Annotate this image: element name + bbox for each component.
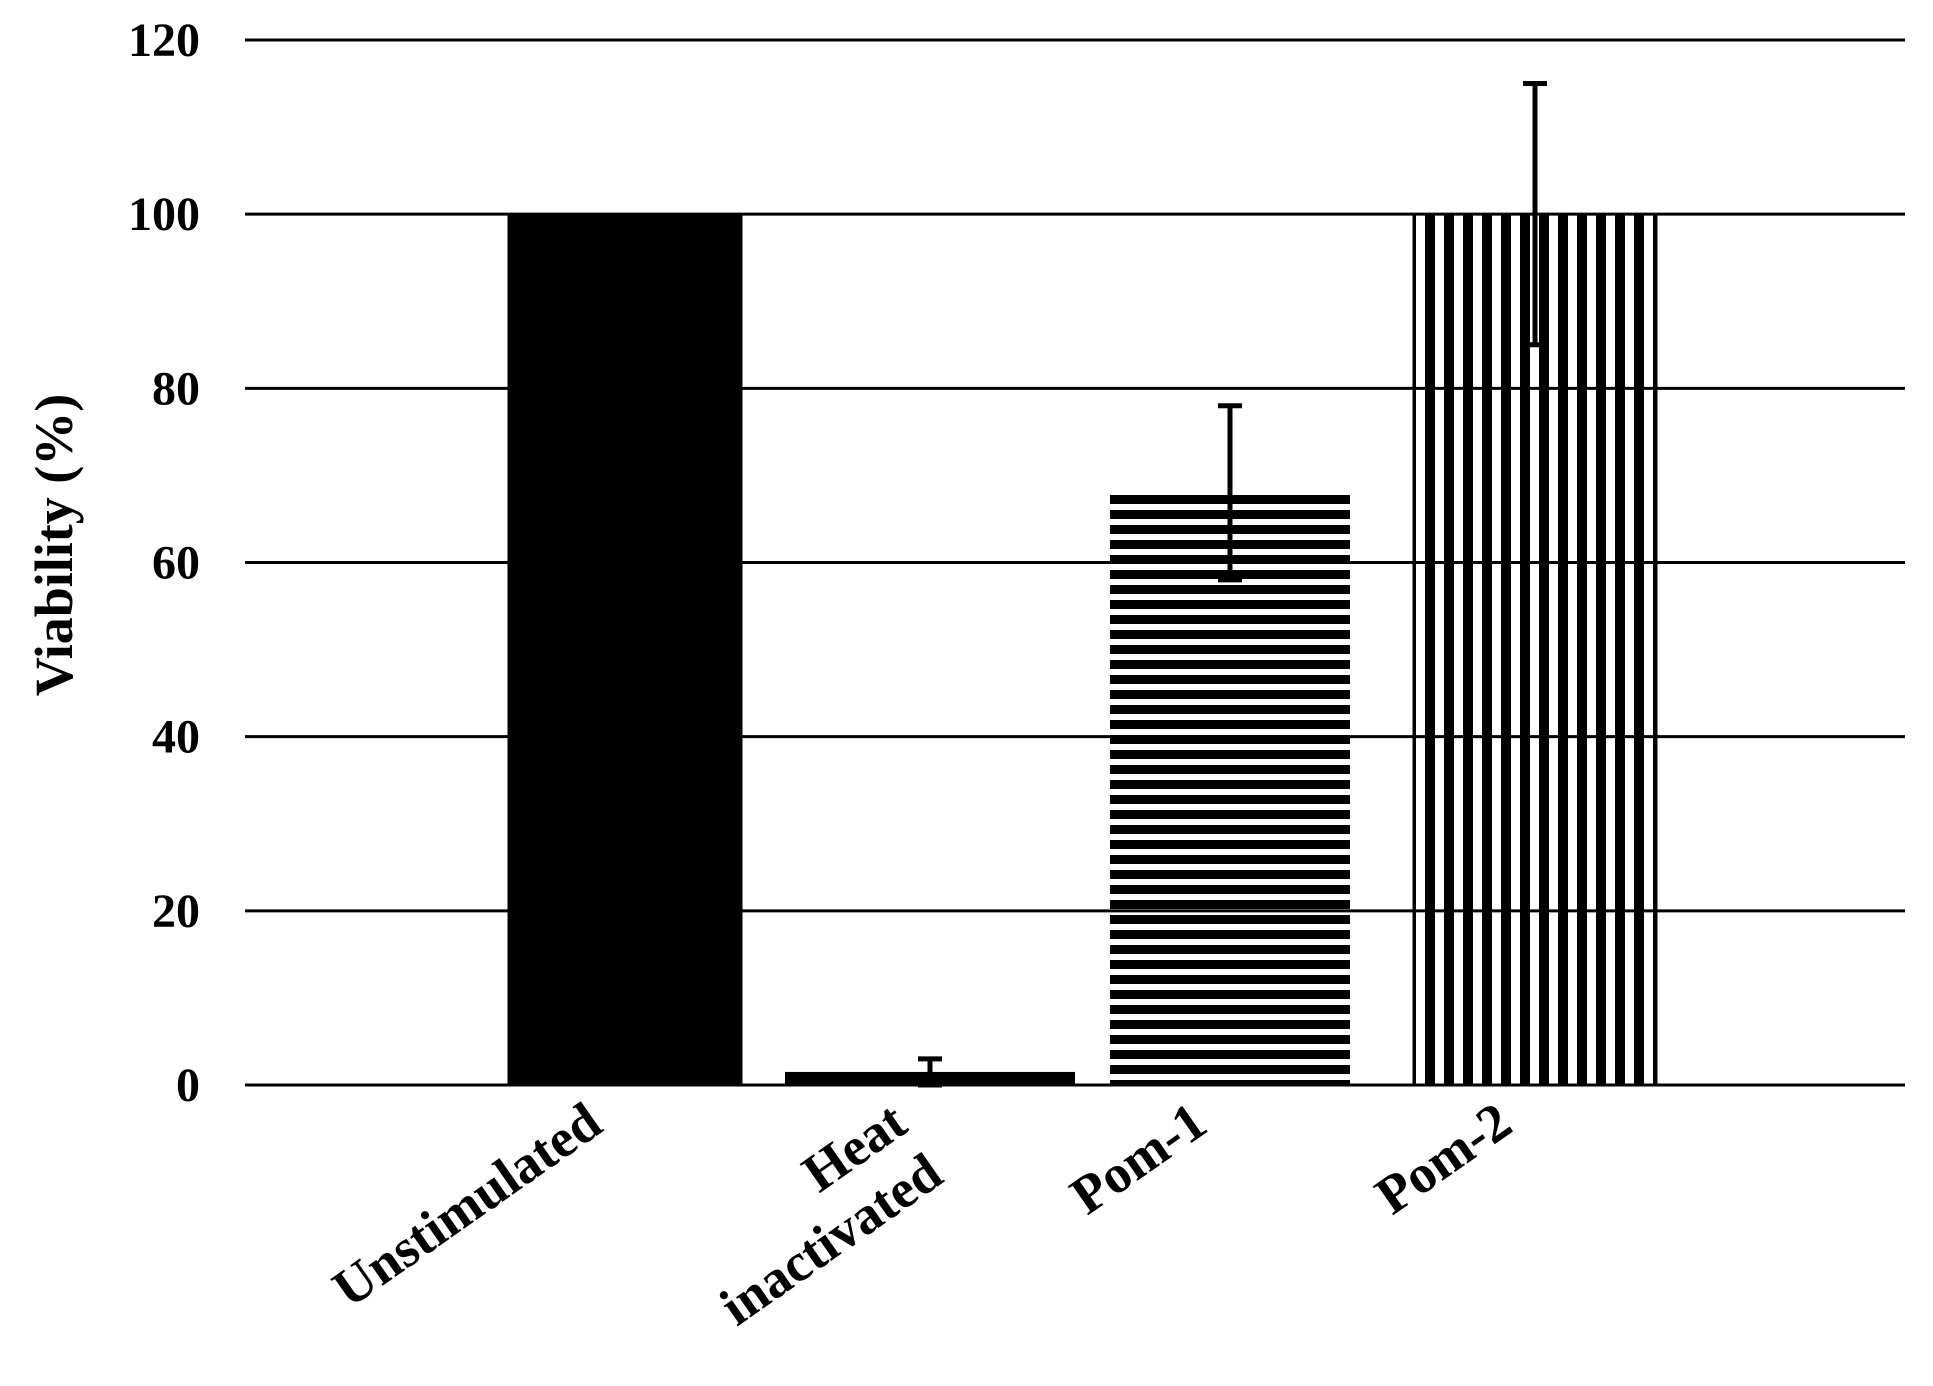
bar-1 [507,214,743,1085]
y-tick-label-20: 20 [152,885,200,938]
bars [507,214,1658,1085]
y-tick-label-80: 80 [152,362,200,415]
error-bar-4 [1523,81,1547,348]
category-label-3: Pom-1 [1060,1091,1217,1226]
y-axis-title: Viability (%) [24,394,84,696]
y-tick-label-60: 60 [152,537,200,590]
error-bar-3 [1218,403,1242,583]
y-tick-label-120: 120 [128,14,200,67]
y-tick-labels: 0 20 40 60 80 100 120 [128,14,200,1112]
category-labels: Unstimulated Heatinactivated Pom-1 Pom-2 [322,1091,1522,1337]
y-tick-label-100: 100 [128,188,200,241]
category-label-4: Pom-2 [1365,1091,1522,1226]
y-tick-label-40: 40 [152,711,200,764]
category-label-1: Unstimulated [322,1091,612,1319]
error-bar-2 [918,1056,942,1088]
bar-3 [1110,492,1350,1085]
category-label-2: Heatinactivated [674,1091,953,1337]
y-tick-label-0: 0 [176,1059,200,1112]
error-bars [918,81,1547,1088]
bar-4 [1412,214,1658,1085]
